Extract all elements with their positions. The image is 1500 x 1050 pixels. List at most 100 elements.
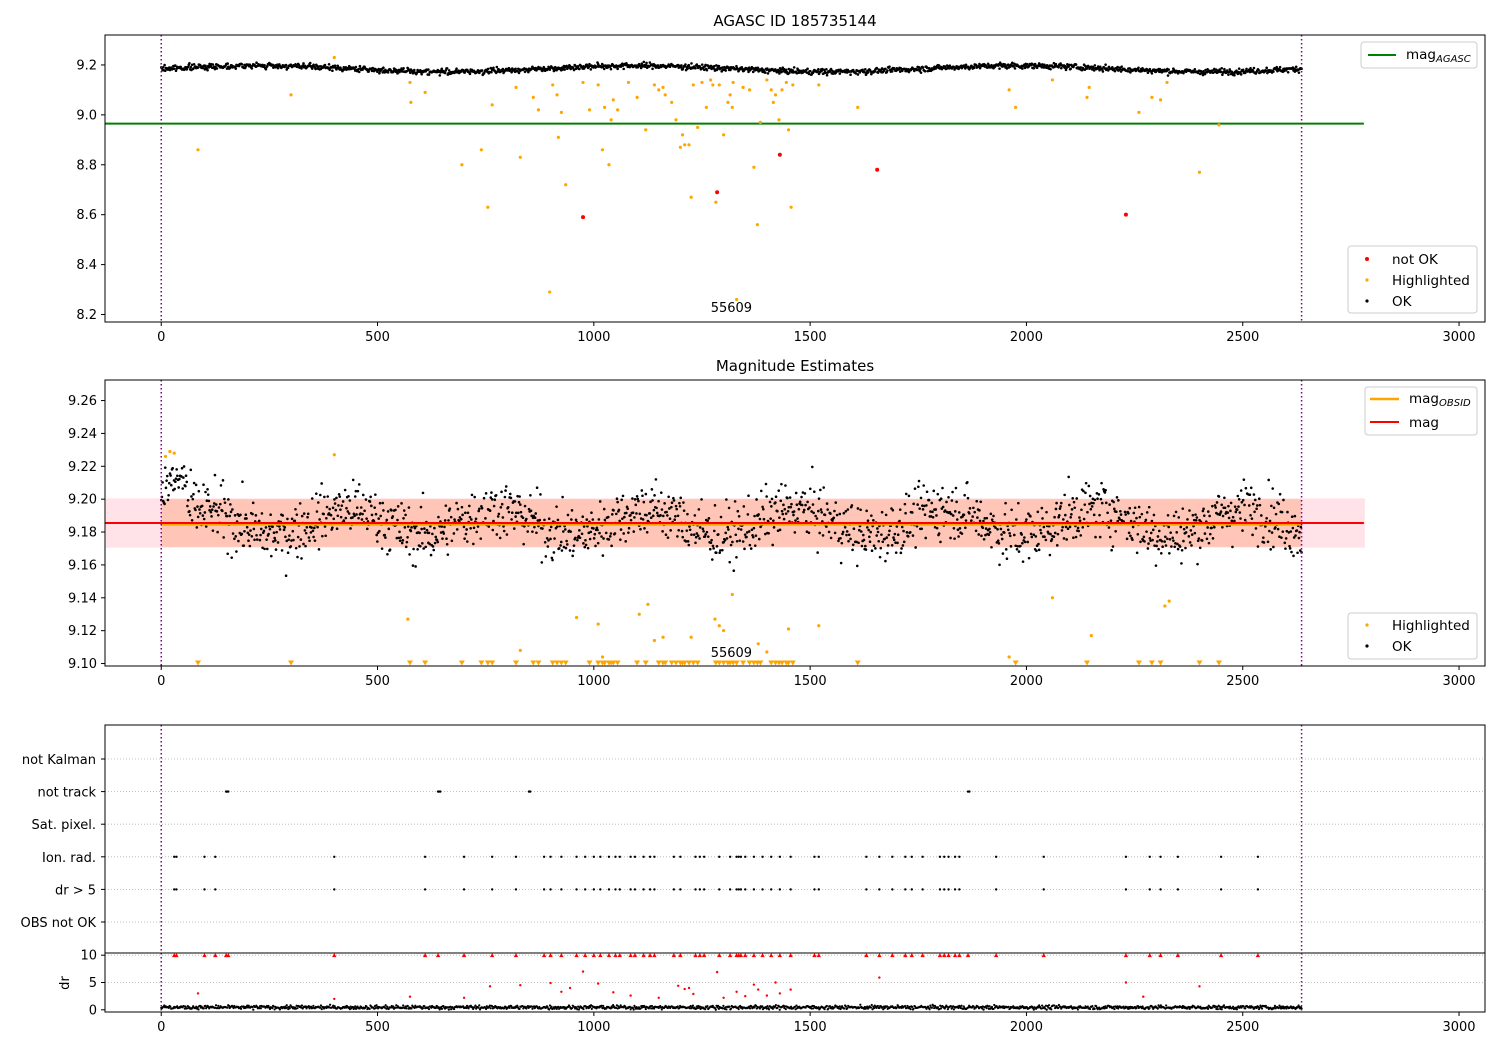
highlighted-point: [756, 642, 760, 646]
ok-point: [386, 510, 390, 513]
legend-label-ok: OK: [1392, 639, 1413, 655]
highlighted-point: [1014, 105, 1018, 109]
ok-point: [325, 516, 328, 520]
ok-point: [855, 564, 859, 568]
ok-point: [1080, 508, 1083, 512]
ok-point: [604, 531, 608, 535]
ok-point: [686, 67, 689, 70]
ok-point: [719, 549, 722, 552]
dr-ok-point: [653, 1007, 656, 1010]
ok-point: [340, 504, 344, 507]
ok-point: [275, 530, 278, 534]
dr-ok-point: [176, 1005, 179, 1008]
highlighted-point: [657, 88, 661, 92]
ok-point: [1284, 547, 1287, 550]
ok-point: [419, 68, 422, 72]
dr-ok-point: [489, 1007, 492, 1010]
ok-point: [686, 512, 689, 516]
ok-point: [190, 495, 193, 498]
ok-point: [328, 68, 332, 72]
highlighted-point: [460, 163, 464, 167]
ok-point: [808, 506, 811, 509]
ok-point: [500, 490, 503, 494]
ok-point: [792, 510, 796, 513]
ok-point: [670, 501, 674, 505]
ok-point: [578, 67, 581, 71]
ok-point: [845, 533, 848, 537]
ok-point: [519, 510, 523, 514]
ok-point: [1250, 517, 1254, 520]
ok-point: [192, 492, 195, 496]
ok-point: [219, 484, 223, 487]
ok-point: [1208, 532, 1212, 536]
highlighted-point: [1087, 85, 1091, 90]
not-ok-point: [875, 167, 880, 172]
dr-ok-point: [883, 1006, 886, 1010]
ok-point: [872, 518, 875, 522]
ok-point: [861, 68, 864, 72]
legend-label-highlighted: Highlighted: [1392, 618, 1470, 634]
flag-point: [921, 855, 924, 858]
highlighted-below-marker: [288, 660, 295, 666]
ok-point: [1176, 72, 1180, 75]
highlighted-below-marker: [458, 660, 465, 666]
ok-point: [825, 502, 829, 505]
ok-point: [633, 516, 636, 519]
ok-point: [639, 517, 643, 520]
ok-point: [286, 551, 290, 555]
ok-point: [1137, 505, 1141, 509]
ok-point: [1050, 538, 1054, 541]
ok-point: [624, 540, 627, 543]
ok-point: [622, 532, 625, 535]
ok-point: [1239, 71, 1242, 74]
ok-point: [405, 540, 409, 544]
ok-point: [983, 517, 987, 520]
ok-point: [578, 536, 582, 540]
highlighted-point: [548, 290, 552, 294]
ok-point: [484, 517, 487, 520]
dr-ok-point: [1012, 1005, 1015, 1008]
dr-ok-point: [577, 1005, 580, 1008]
chart-title: Magnitude Estimates: [716, 357, 874, 375]
ok-point: [1194, 519, 1198, 522]
ok-point: [1068, 63, 1071, 67]
highlighted-below-marker: [549, 660, 556, 666]
ok-point: [948, 510, 952, 514]
ok-point: [979, 500, 983, 504]
highlighted-point: [691, 83, 695, 87]
ok-point: [710, 558, 714, 561]
ok-point: [623, 515, 626, 519]
ok-point: [302, 542, 305, 546]
ok-point: [1052, 61, 1056, 65]
ok-point: [354, 489, 358, 493]
flag-point: [953, 855, 957, 858]
ok-point: [808, 69, 812, 73]
ok-point: [669, 529, 672, 532]
ok-point: [221, 509, 224, 513]
dr-ok-point: [197, 1008, 200, 1011]
flag-point: [333, 855, 336, 858]
ok-point: [445, 542, 449, 546]
ok-point: [544, 555, 548, 558]
ok-point: [1040, 66, 1044, 69]
ok-point: [934, 508, 938, 511]
flag-point: [778, 855, 782, 858]
ok-point: [921, 66, 925, 69]
ok-point: [1014, 544, 1017, 548]
highlighted-point: [717, 624, 721, 628]
flag-label: Sat. pixel.: [32, 818, 96, 833]
ok-point: [169, 474, 172, 477]
ok-point: [316, 501, 320, 504]
ok-point: [1078, 516, 1081, 519]
ok-point: [778, 516, 781, 519]
flag-point: [878, 855, 881, 858]
ok-point: [1092, 69, 1096, 72]
ok-point: [472, 542, 475, 546]
ok-point: [834, 71, 838, 75]
ok-point: [642, 60, 646, 64]
highlighted-below-marker: [484, 660, 491, 666]
ok-point: [1288, 547, 1292, 550]
ok-point: [1147, 505, 1151, 509]
ok-point: [281, 514, 285, 517]
ok-point: [164, 486, 168, 490]
